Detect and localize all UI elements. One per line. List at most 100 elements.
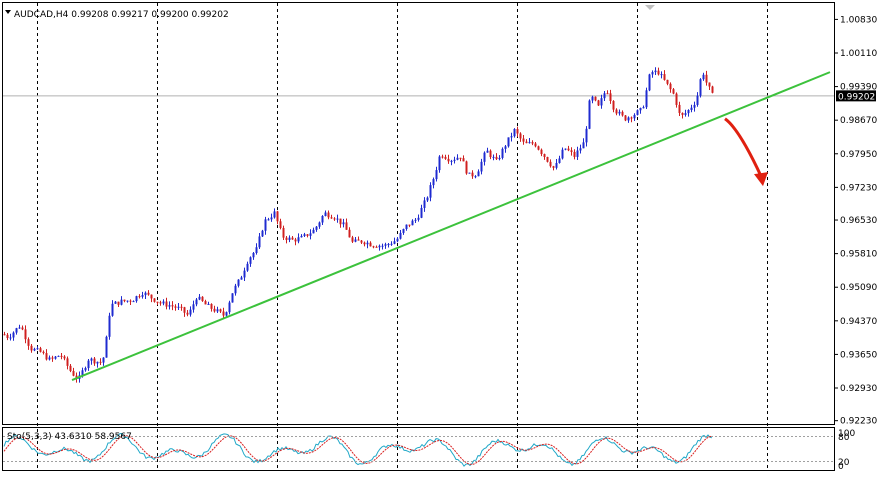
candle-body	[405, 224, 408, 230]
candle-body	[477, 171, 480, 177]
candle-body	[72, 371, 75, 376]
candle-body	[603, 93, 606, 99]
candle-body	[141, 295, 144, 297]
candle-body	[651, 72, 654, 75]
candle-body	[216, 309, 219, 312]
candle-body	[84, 368, 87, 371]
chart-shift-marker[interactable]	[645, 5, 655, 10]
candle-body	[174, 306, 177, 308]
price-tick-label: 0.98670	[840, 116, 877, 126]
candle-body	[123, 299, 126, 302]
candle-body	[378, 245, 381, 248]
candle-body	[285, 237, 288, 240]
candle-body	[510, 136, 513, 138]
candle-body	[633, 114, 636, 119]
candle-body	[294, 239, 297, 242]
symbol-dropdown-icon[interactable]	[5, 10, 11, 14]
candle-body	[363, 242, 366, 245]
price-tick-label: 0.97230	[840, 183, 877, 193]
candle-body	[468, 172, 471, 174]
candle-body	[270, 217, 273, 220]
candle-body	[27, 339, 30, 346]
candle-body	[3, 334, 6, 336]
price-tick-label: 0.97950	[840, 150, 877, 160]
stoch-main-line	[3, 432, 713, 467]
candle-body	[597, 100, 600, 106]
candle-body	[390, 243, 393, 245]
candle-body	[564, 148, 567, 150]
candle-body	[255, 247, 258, 253]
price-tick-label: 0.92230	[840, 417, 877, 427]
candle-body	[591, 96, 594, 101]
candle-body	[117, 301, 120, 305]
stochastic-series	[3, 432, 713, 467]
candle-body	[387, 244, 390, 246]
candle-body	[129, 300, 132, 302]
candle-body	[675, 93, 678, 105]
candle-body	[228, 302, 231, 313]
price-tick-label: 1.00110	[840, 49, 877, 59]
candle-body	[687, 110, 690, 114]
candle-body	[51, 357, 54, 359]
candle-body	[528, 142, 531, 144]
candle-body	[189, 309, 192, 315]
candle-body	[423, 200, 426, 208]
candle-body	[210, 303, 213, 309]
price-tick-label: 0.99390	[840, 83, 877, 93]
candle-body	[309, 233, 312, 236]
candle-body	[501, 148, 504, 158]
candle-body	[537, 146, 540, 150]
candle-body	[252, 252, 255, 258]
candle-body	[396, 238, 399, 242]
candle-body	[225, 312, 228, 316]
candle-body	[15, 328, 18, 333]
candle-body	[66, 358, 69, 366]
candle-body	[684, 113, 687, 115]
candle-body	[345, 222, 348, 230]
candle-body	[165, 301, 168, 307]
candle-body	[411, 220, 414, 226]
candle-body	[543, 154, 546, 158]
candle-body	[558, 158, 561, 163]
candle-body	[42, 351, 45, 354]
candle-body	[681, 112, 684, 115]
candle-body	[153, 298, 156, 302]
candle-body	[57, 355, 60, 357]
candle-body	[81, 370, 84, 376]
candle-body	[471, 172, 474, 177]
candle-body	[48, 357, 51, 360]
candle-body	[540, 149, 543, 155]
candle-body	[144, 292, 147, 296]
candle-body	[654, 70, 657, 73]
candle-body	[240, 277, 243, 280]
candle-body	[162, 301, 165, 304]
candle-body	[297, 237, 300, 242]
candle-body	[6, 334, 9, 338]
candle-body	[663, 74, 666, 80]
candle-body	[342, 222, 345, 225]
candle-body	[429, 185, 432, 198]
candle-body	[69, 365, 72, 372]
candle-body	[609, 93, 612, 102]
candle-body	[195, 299, 198, 305]
candle-body	[561, 149, 564, 159]
candle-body	[459, 157, 462, 159]
candle-body	[243, 270, 246, 278]
candle-body	[54, 356, 57, 359]
candle-body	[135, 296, 138, 302]
candle-body	[576, 150, 579, 157]
candle-body	[111, 303, 114, 316]
candle-body	[354, 239, 357, 242]
candle-body	[192, 304, 195, 310]
candle-body	[279, 221, 282, 228]
main-plot-frame	[2, 2, 835, 425]
candle-body	[579, 148, 582, 151]
candle-body	[555, 162, 558, 168]
candle-body	[180, 306, 183, 308]
candle-body	[645, 90, 648, 108]
trendline	[71, 71, 831, 381]
symbol-header: AUDCAD,H4 0.99208 0.99217 0.99200 0.9920…	[14, 10, 229, 20]
stoch-tick-80: 80	[838, 433, 850, 443]
price-tick-label: 0.93650	[840, 350, 877, 360]
